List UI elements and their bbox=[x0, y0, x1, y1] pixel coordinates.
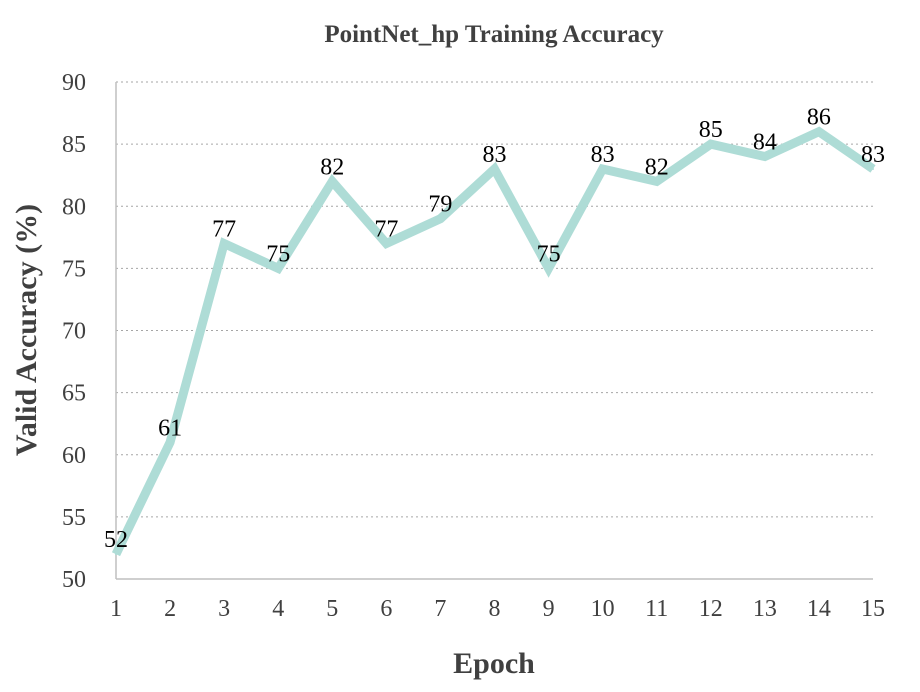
data-point bbox=[493, 167, 496, 170]
y-tick-label: 80 bbox=[62, 194, 86, 220]
data-label: 77 bbox=[212, 217, 236, 243]
data-label: 82 bbox=[320, 154, 344, 180]
data-label: 61 bbox=[158, 415, 182, 441]
x-tick-label: 1 bbox=[110, 596, 122, 622]
data-point bbox=[277, 267, 280, 270]
y-tick-label: 70 bbox=[62, 319, 86, 345]
data-label: 84 bbox=[753, 130, 777, 156]
data-label: 85 bbox=[699, 117, 723, 143]
data-label: 83 bbox=[591, 142, 615, 168]
y-tick-label: 55 bbox=[62, 505, 86, 531]
x-tick-label: 9 bbox=[543, 596, 555, 622]
y-tick-label: 85 bbox=[62, 132, 86, 158]
x-tick-label: 12 bbox=[699, 596, 723, 622]
chart-title: PointNet_hp Training Accuracy bbox=[324, 21, 664, 48]
data-point bbox=[817, 130, 820, 133]
x-axis-title: Epoch bbox=[453, 647, 535, 680]
data-point bbox=[169, 441, 172, 444]
x-tick-label: 5 bbox=[326, 596, 338, 622]
x-tick-label: 3 bbox=[218, 596, 230, 622]
x-tick-label: 11 bbox=[645, 596, 668, 622]
y-axis-title: Valid Accuracy (%) bbox=[10, 204, 43, 456]
y-tick-label: 90 bbox=[62, 70, 86, 96]
data-point bbox=[547, 267, 550, 270]
x-tick-label: 13 bbox=[753, 596, 777, 622]
series-line bbox=[111, 126, 876, 557]
data-point bbox=[601, 167, 604, 170]
x-tick-label: 2 bbox=[164, 596, 176, 622]
data-point bbox=[115, 553, 117, 556]
data-label: 75 bbox=[537, 241, 561, 267]
data-labels: 52 61 77 75 82 77 79 83 75 83 82 85 84 86 83 bbox=[104, 105, 885, 553]
data-label: 79 bbox=[428, 192, 452, 218]
x-tick-label: 6 bbox=[380, 596, 392, 622]
data-point bbox=[709, 143, 712, 146]
data-point bbox=[872, 167, 874, 170]
data-label: 83 bbox=[483, 142, 507, 168]
data-label: 77 bbox=[374, 217, 398, 243]
data-label: 75 bbox=[266, 241, 290, 267]
x-tick-label: 4 bbox=[272, 596, 284, 622]
data-point bbox=[655, 180, 658, 183]
gridlines bbox=[116, 81, 873, 518]
data-point bbox=[763, 155, 766, 158]
x-tick-label: 14 bbox=[807, 596, 831, 622]
series-layer bbox=[111, 126, 876, 557]
y-tick-label: 75 bbox=[62, 256, 86, 282]
x-tick-label: 8 bbox=[489, 596, 501, 622]
data-label: 82 bbox=[645, 154, 669, 180]
data-label: 86 bbox=[807, 105, 831, 131]
y-tick-label: 60 bbox=[62, 443, 86, 469]
y-tick-label: 65 bbox=[62, 381, 86, 407]
y-tick-label: 50 bbox=[62, 567, 86, 593]
data-label: 83 bbox=[861, 142, 885, 168]
x-tick-label: 7 bbox=[434, 596, 446, 622]
x-tick-label: 10 bbox=[591, 596, 615, 622]
x-tick-label: 15 bbox=[861, 596, 885, 622]
data-point bbox=[223, 242, 226, 245]
data-point bbox=[331, 180, 334, 183]
data-point bbox=[439, 217, 442, 220]
data-label: 52 bbox=[104, 527, 128, 553]
data-point bbox=[385, 242, 388, 245]
